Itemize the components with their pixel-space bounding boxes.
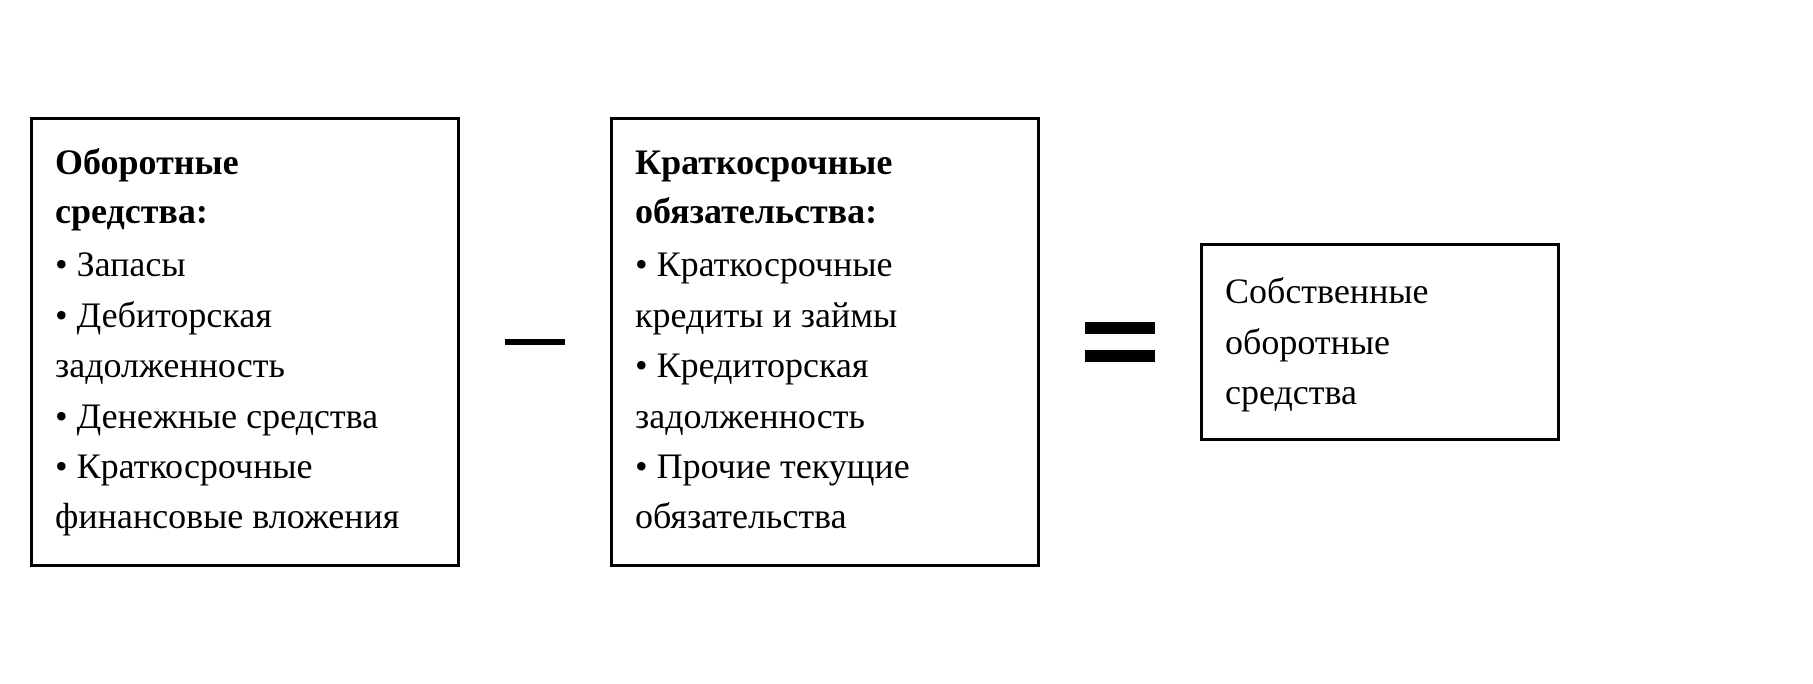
- box3-line3: средства: [1225, 372, 1357, 412]
- box-current-assets: Оборотные средства: • Запасы • Дебиторск…: [30, 117, 460, 567]
- box2-item-0: • Краткосрочные кредиты и займы: [635, 239, 1015, 340]
- equals-operator: [1085, 322, 1155, 362]
- box1-items: • Запасы • Дебиторская задолженность • Д…: [55, 239, 435, 541]
- minus-operator: [505, 339, 565, 345]
- box3-text: Собственные оборотные средства: [1225, 266, 1535, 417]
- box1-item-3: • Краткосрочные финансовые вложения: [55, 441, 435, 542]
- box1-item-1: • Дебиторская задолженность: [55, 290, 435, 391]
- box2-item-2: • Прочие текущие обязательства: [635, 441, 1015, 542]
- box1-title-line2: средства:: [55, 191, 208, 231]
- equals-icon: [1085, 322, 1155, 362]
- box2-items: • Краткосрочные кредиты и займы • Кредит…: [635, 239, 1015, 541]
- box2-item-1: • Кредиторская задолженность: [635, 340, 1015, 441]
- box1-item-2: • Денежные средства: [55, 391, 435, 441]
- box1-title: Оборотные средства:: [55, 138, 435, 235]
- minus-icon: [505, 339, 565, 345]
- box-net-working-capital: Собственные оборотные средства: [1200, 243, 1560, 440]
- box3-line2: оборотные: [1225, 322, 1390, 362]
- box-current-liabilities: Краткосрочные обязательства: • Краткосро…: [610, 117, 1040, 567]
- box1-item-0: • Запасы: [55, 239, 435, 289]
- box3-line1: Собственные: [1225, 271, 1429, 311]
- box2-title-line1: Краткосрочные: [635, 142, 892, 182]
- box2-title: Краткосрочные обязательства:: [635, 138, 1015, 235]
- equation-diagram: Оборотные средства: • Запасы • Дебиторск…: [30, 117, 1560, 567]
- box1-title-line1: Оборотные: [55, 142, 239, 182]
- box2-title-line2: обязательства:: [635, 191, 877, 231]
